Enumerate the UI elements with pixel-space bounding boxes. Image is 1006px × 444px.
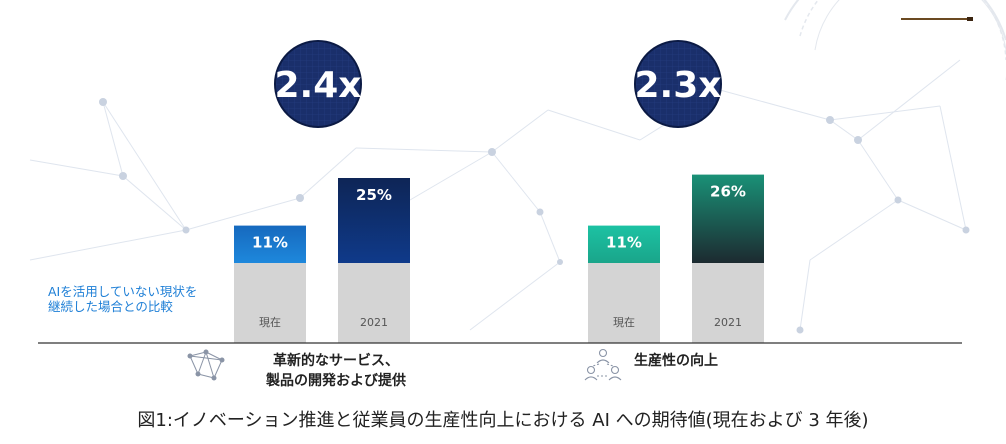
baseline-note-line-1: AIを活用していない現状を xyxy=(48,284,198,299)
multiplier-badge-texture xyxy=(635,41,721,127)
multiplier-badge-texture xyxy=(275,41,361,127)
x-tick-label: 2021 xyxy=(714,316,742,329)
multiplier-label: 2.4x xyxy=(275,65,362,106)
x-tick-label: 現在 xyxy=(259,316,281,329)
baseline-note-line-2: 継続した場合との比較 xyxy=(48,299,173,314)
category-label-innovation-line-2: 製品の開発および提供 xyxy=(266,373,406,389)
baseline-note: AIを活用していない現状を 継続した場合との比較 xyxy=(48,284,248,314)
category-label-innovation-line-1: 革新的なサービス、 xyxy=(273,353,399,369)
bar-base xyxy=(692,263,764,343)
network-icon xyxy=(187,349,225,381)
people-group-icon xyxy=(584,348,622,381)
category-label-innovation: 革新的なサービス、 製品の開発および提供 xyxy=(226,351,446,391)
multiplier-badge-ring xyxy=(634,40,722,128)
bar-base xyxy=(234,263,306,343)
bar-1-2021 xyxy=(338,178,410,263)
value-label: 11% xyxy=(252,234,288,252)
category-label-productivity: 生産性の向上 xyxy=(634,351,718,371)
value-label: 26% xyxy=(710,183,746,201)
multiplier-label: 2.3x xyxy=(635,65,722,106)
bar-1-現在 xyxy=(234,225,306,263)
bar-2-2021 xyxy=(692,174,764,263)
bar-base xyxy=(588,263,660,343)
multiplier-badge-ring xyxy=(274,40,362,128)
value-label: 11% xyxy=(606,234,642,252)
category-label-productivity-line-1: 生産性の向上 xyxy=(634,353,718,369)
bar-2-現在 xyxy=(588,225,660,263)
value-label: 25% xyxy=(356,186,392,204)
x-tick-label: 現在 xyxy=(613,316,635,329)
x-tick-label: 2021 xyxy=(360,316,388,329)
figure-caption: 図1:イノベーション推進と従業員の生産性向上における AI への期待値(現在およ… xyxy=(137,410,869,431)
bar-base xyxy=(338,263,410,343)
top-accent-line xyxy=(901,17,973,21)
